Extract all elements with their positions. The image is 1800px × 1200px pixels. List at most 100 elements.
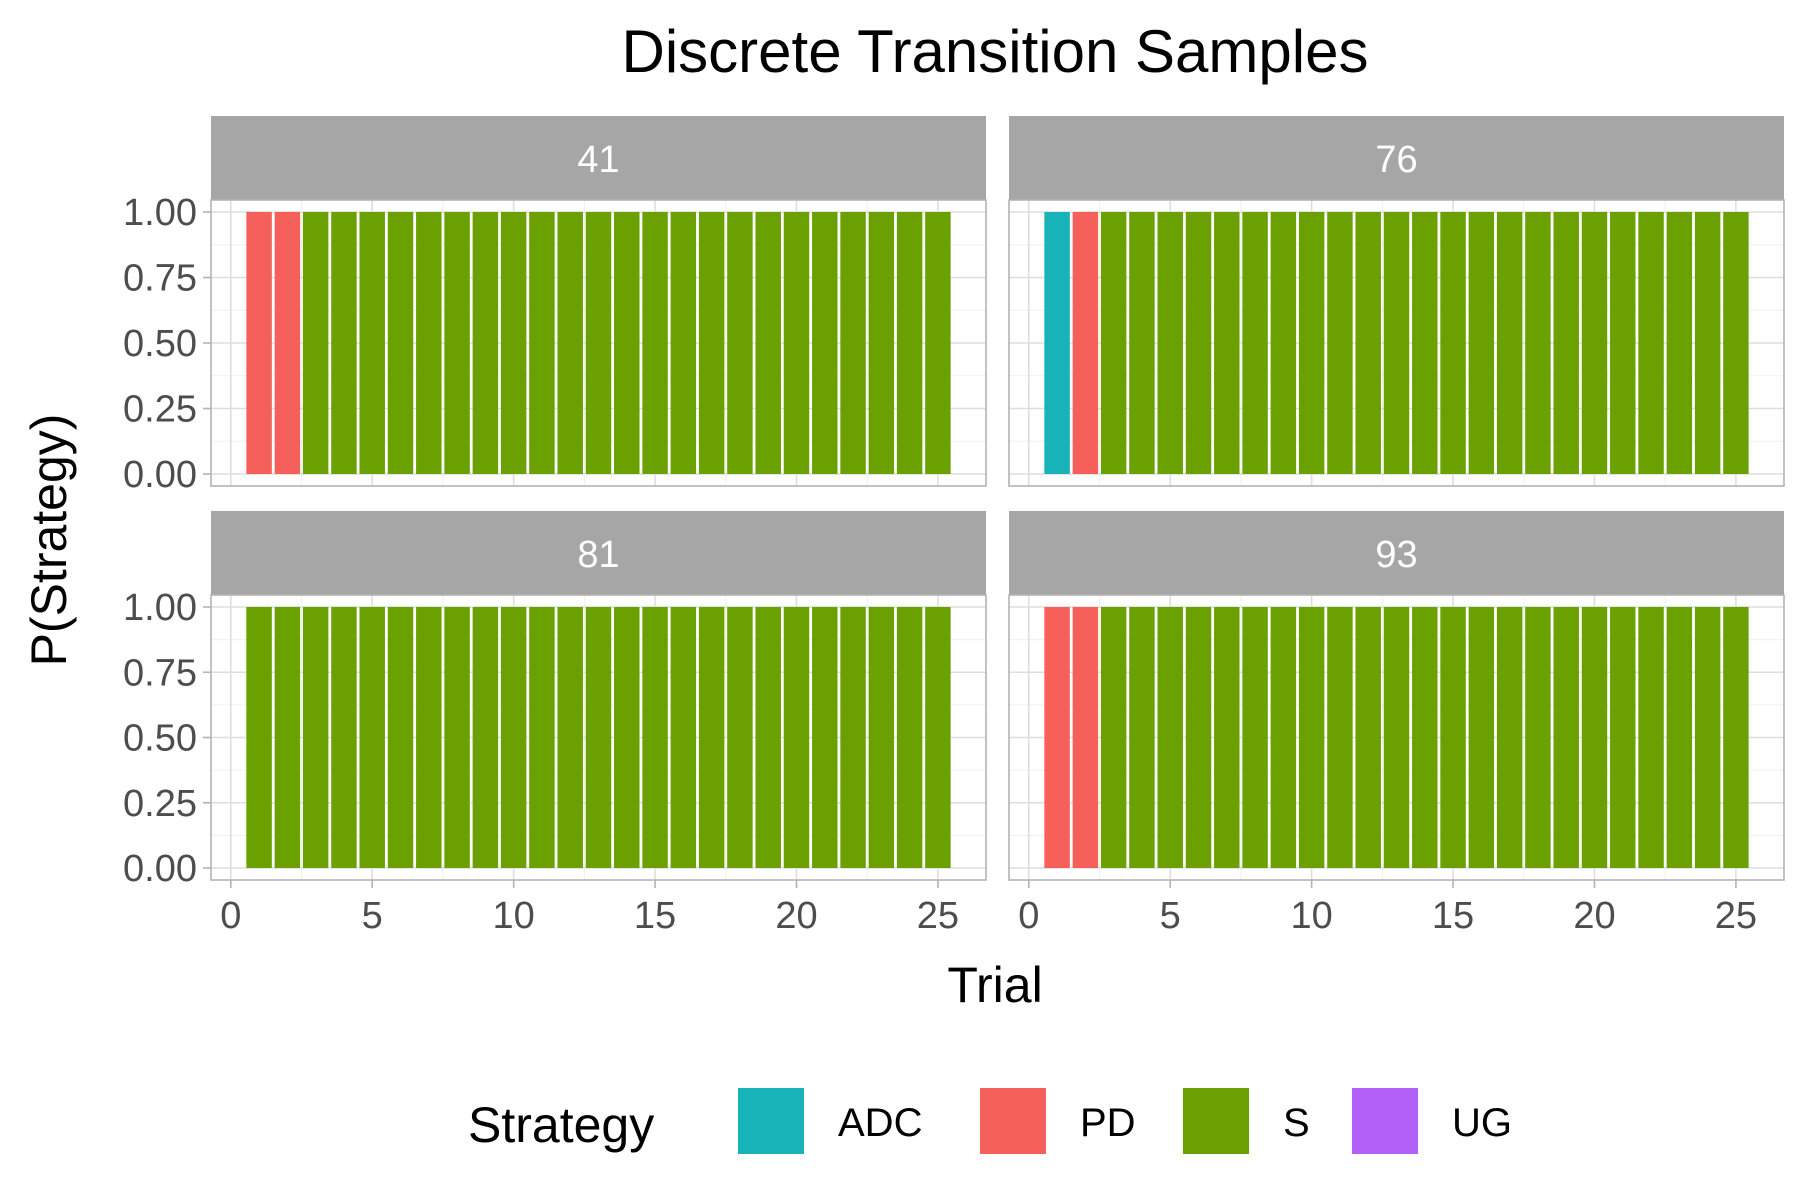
bar-trial-21-S <box>812 607 838 868</box>
bar-trial-21-S <box>1610 212 1636 474</box>
y-tick-label: 0.75 <box>123 258 197 300</box>
legend-key-adc <box>738 1088 804 1154</box>
bar-trial-13-S <box>1383 212 1410 474</box>
bar-trial-12-S <box>557 607 583 868</box>
bar-trial-16-S <box>670 212 697 474</box>
bar-trial-10-S <box>1298 607 1325 868</box>
bar-trial-15-S <box>1440 607 1466 868</box>
facet-strip-label: 81 <box>577 534 619 576</box>
bar-trial-23-S <box>868 212 895 474</box>
x-tick-label: 20 <box>775 895 817 937</box>
bar-trial-15-S <box>642 212 668 474</box>
bar-trial-6-S <box>387 607 414 868</box>
bar-trial-22-S <box>1638 212 1664 474</box>
bar-trial-7-S <box>416 212 442 474</box>
x-tick-label: 5 <box>1160 895 1181 937</box>
x-tick-label: 10 <box>1291 895 1333 937</box>
bar-trial-4-S <box>1129 607 1155 868</box>
bar-trial-2-PD <box>274 212 301 474</box>
bar-trial-2-PD <box>1072 607 1099 868</box>
legend-key-s <box>1183 1088 1249 1154</box>
bar-trial-24-S <box>896 607 923 868</box>
x-tick-label: 5 <box>362 895 383 937</box>
legend-label-pd: PD <box>1080 1101 1136 1145</box>
bar-trial-7-S <box>416 607 442 868</box>
bar-trial-12-S <box>557 212 583 474</box>
bar-trial-5-S <box>1157 607 1183 868</box>
bar-trial-17-S <box>698 212 725 474</box>
legend-key-pd <box>980 1088 1046 1154</box>
panel-border <box>1008 199 1785 487</box>
bar-trial-22-S <box>1638 607 1664 868</box>
x-axis-title: Trial <box>947 957 1042 1013</box>
bar-trial-7-S <box>1214 212 1240 474</box>
bar-trial-1-PD <box>1044 607 1070 868</box>
bar-trial-5-S <box>1157 212 1183 474</box>
bar-trial-21-S <box>1610 607 1636 868</box>
legend-title: Strategy <box>468 1097 654 1153</box>
bar-trial-16-S <box>670 607 697 868</box>
x-tick-label: 15 <box>634 895 676 937</box>
bar-trial-2-PD <box>1072 212 1099 474</box>
facet-panel-81: 81 0.00 0.25 0.50 0.75 1.00 0 5 10 15 20 25 <box>123 511 987 937</box>
facet-strip-label: 93 <box>1375 534 1417 576</box>
bar-trial-6-S <box>1185 212 1212 474</box>
facet-strip-label: 76 <box>1375 139 1417 181</box>
x-tick-label: 10 <box>493 895 535 937</box>
bar-trial-9-S <box>1270 607 1297 868</box>
bar-trial-3-S <box>1100 212 1127 474</box>
legend-label-ug: UG <box>1452 1101 1512 1145</box>
bar-trial-8-S <box>1242 607 1268 868</box>
bar-trial-6-S <box>387 212 414 474</box>
chart-title: Discrete Transition Samples <box>622 18 1369 85</box>
bar-trial-13-S <box>585 607 612 868</box>
panel-border <box>1008 594 1785 881</box>
bar-trial-3-S <box>1100 607 1127 868</box>
bar-trial-5-S <box>359 607 385 868</box>
bar-trial-22-S <box>840 212 866 474</box>
bar-trial-4-S <box>1129 212 1155 474</box>
bar-trial-13-S <box>1383 607 1410 868</box>
facet-strip <box>211 511 986 595</box>
bar-trial-11-S <box>1327 607 1353 868</box>
bar-trial-19-S <box>1553 212 1579 474</box>
facet-strip-label: 41 <box>577 139 619 181</box>
facet-panel-93: 93 0 5 10 15 20 25 <box>1008 511 1785 937</box>
bar-trial-10-S <box>500 212 527 474</box>
bar-trial-15-S <box>1440 212 1466 474</box>
facet-panel-41: 41 0.00 0.25 0.50 0.75 1.00 <box>123 116 987 496</box>
x-tick-label: 25 <box>1715 895 1757 937</box>
y-tick-label: 0.25 <box>123 783 197 825</box>
bar-trial-16-S <box>1468 212 1495 474</box>
bar-trial-9-S <box>472 607 499 868</box>
bar-trial-22-S <box>840 607 866 868</box>
facet-strip <box>211 116 986 200</box>
legend-label-s: S <box>1283 1101 1310 1145</box>
y-tick-label: 1.00 <box>123 192 197 234</box>
y-tick-label: 1.00 <box>123 587 197 629</box>
bar-trial-10-S <box>500 607 527 868</box>
bar-trial-25-S <box>1723 212 1749 474</box>
facet-strip <box>1009 511 1784 595</box>
y-tick-label: 0.50 <box>123 718 197 760</box>
y-tick-label: 0.25 <box>123 389 197 431</box>
y-axis-title: P(Strategy) <box>21 414 77 667</box>
bar-trial-14-S <box>1412 212 1438 474</box>
y-tick-label: 0.75 <box>123 652 197 694</box>
bar-trial-17-S <box>1496 607 1523 868</box>
bar-trial-5-S <box>359 212 385 474</box>
bar-trial-24-S <box>1694 212 1721 474</box>
facet-strip <box>1009 116 1784 200</box>
bar-trial-15-S <box>642 607 668 868</box>
bar-trial-12-S <box>1355 212 1381 474</box>
bar-trial-25-S <box>925 212 951 474</box>
x-tick-label: 15 <box>1432 895 1474 937</box>
x-tick-label: 25 <box>917 895 959 937</box>
bar-trial-23-S <box>1666 212 1693 474</box>
bar-trial-11-S <box>529 212 555 474</box>
bar-trial-8-S <box>444 212 470 474</box>
bar-trial-7-S <box>1214 607 1240 868</box>
bar-trial-10-S <box>1298 212 1325 474</box>
bar-trial-20-S <box>783 212 810 474</box>
